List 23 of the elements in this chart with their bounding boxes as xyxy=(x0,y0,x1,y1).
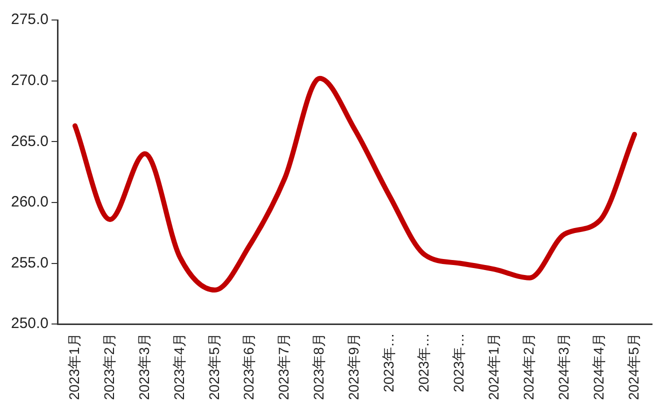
x-tick-label: 2023年… xyxy=(416,333,432,392)
y-tick-label: 250.0 xyxy=(10,315,49,332)
y-tick-label: 260.0 xyxy=(10,194,49,211)
x-tick-label: 2023年2月 xyxy=(100,333,117,400)
x-tick-label: 2024年3月 xyxy=(555,333,572,400)
x-tick-label: 2023年6月 xyxy=(240,333,257,400)
y-tick-label: 255.0 xyxy=(10,254,49,272)
x-tick-label: 2024年2月 xyxy=(520,333,536,400)
x-tick-label: 2023年5月 xyxy=(206,333,222,400)
x-tick-label: 2023年9月 xyxy=(346,333,362,400)
x-tick-label: 2024年1月 xyxy=(486,333,502,400)
x-tick-label: 2024年5月 xyxy=(625,333,642,400)
x-tick-label: 2023年7月 xyxy=(276,333,292,400)
y-tick-label: 265.0 xyxy=(10,132,49,150)
x-tick-label: 2023年3月 xyxy=(136,333,152,400)
y-tick-label: 275.0 xyxy=(10,11,49,28)
x-tick-label: 2023年… xyxy=(380,333,397,392)
x-tick-label: 2023年1月 xyxy=(66,333,82,400)
y-tick-label: 270.0 xyxy=(10,72,49,89)
x-tick-label: 2023年8月 xyxy=(310,333,327,400)
x-tick-label: 2024年4月 xyxy=(590,333,606,400)
x-tick-label: 2023年… xyxy=(450,333,467,392)
x-tick-label: 2023年4月 xyxy=(170,333,187,400)
